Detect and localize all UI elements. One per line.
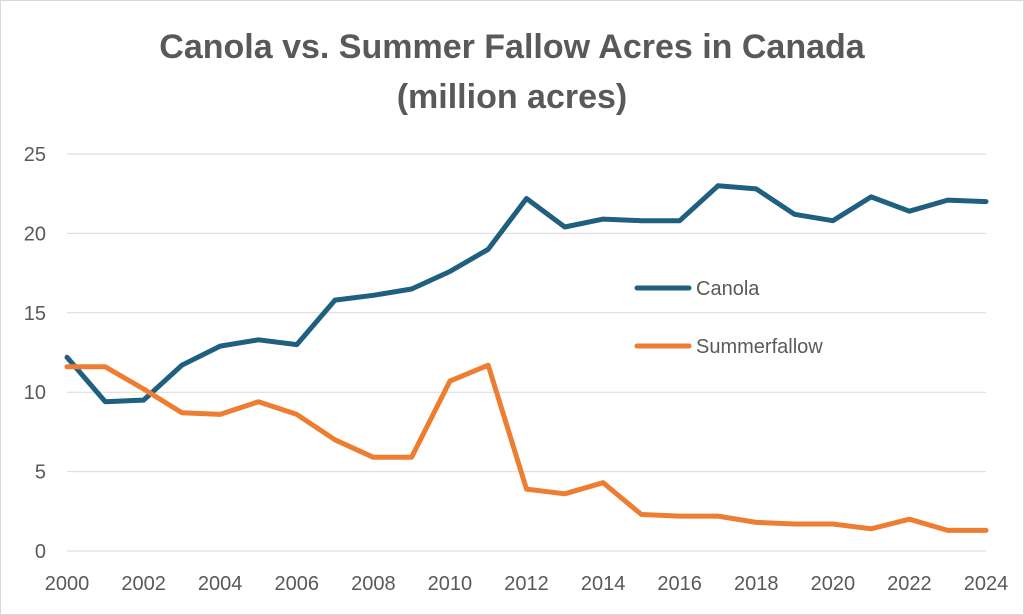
x-tick-label: 2022 — [887, 573, 932, 595]
series-lines — [64, 183, 989, 533]
y-tick-label: 20 — [24, 223, 46, 245]
x-tick-label: 2000 — [45, 573, 90, 595]
chart-subtitle: (million acres) — [397, 78, 628, 116]
y-tick-label: 0 — [35, 541, 46, 563]
y-tick-label: 10 — [24, 382, 46, 404]
x-tick-label: 2014 — [581, 573, 626, 595]
x-tick-label: 2010 — [428, 573, 473, 595]
chart-title: Canola vs. Summer Fallow Acres in Canada — [159, 28, 866, 66]
x-axis-ticks: 2000 2002 2004 2006 2008 2010 2012 2014 2016 2018… — [45, 573, 1009, 595]
legend-label-canola: Canola — [696, 278, 760, 300]
x-tick-label: 2016 — [657, 573, 702, 595]
y-tick-label: 5 — [35, 462, 46, 484]
series-line-summerfallow — [64, 362, 989, 533]
legend-label-summerfallow: Summerfallow — [696, 336, 823, 358]
series-line-canola — [64, 183, 989, 405]
y-tick-label: 25 — [24, 144, 46, 166]
x-tick-label: 2008 — [351, 573, 396, 595]
x-tick-label: 2004 — [198, 573, 243, 595]
y-tick-label: 15 — [24, 303, 46, 325]
gridlines — [67, 153, 986, 552]
x-tick-label: 2020 — [811, 573, 856, 595]
x-tick-label: 2018 — [734, 573, 779, 595]
x-tick-label: 2024 — [964, 573, 1009, 595]
y-axis-ticks: 0 5 10 15 20 25 — [24, 144, 46, 563]
x-tick-label: 2012 — [504, 573, 549, 595]
legend: Canola Summerfallow — [634, 278, 823, 358]
x-tick-label: 2002 — [121, 573, 166, 595]
x-tick-label: 2006 — [275, 573, 320, 595]
